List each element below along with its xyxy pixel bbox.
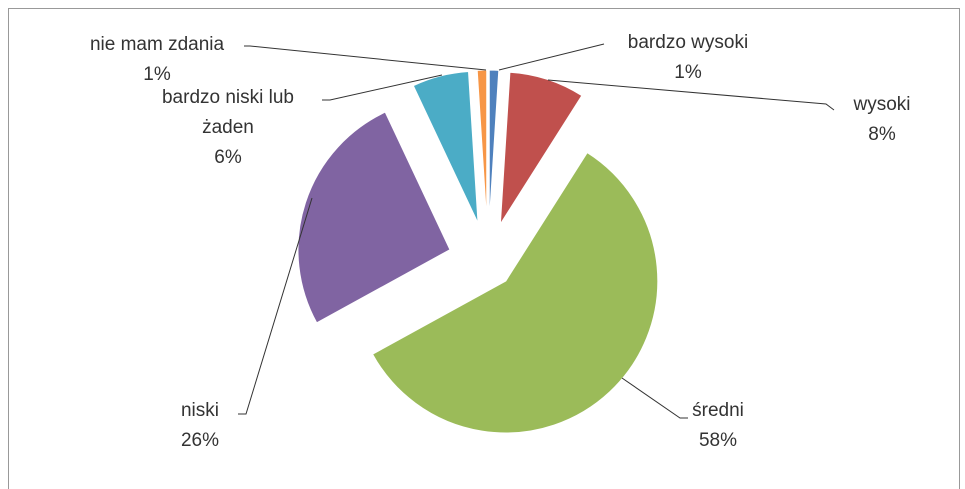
slice-label: wysoki 8% bbox=[822, 90, 942, 150]
pie-slice bbox=[412, 71, 479, 224]
pie-slice bbox=[488, 69, 500, 223]
slice-value: 1% bbox=[143, 64, 171, 85]
leader-line bbox=[238, 197, 313, 415]
slice-label: średni 58% bbox=[658, 396, 778, 456]
slice-label: nie mam zdania 1% bbox=[57, 30, 257, 90]
slice-value: 8% bbox=[868, 124, 896, 145]
slice-value: 26% bbox=[180, 430, 220, 451]
slice-name: bardzo niski lub żaden bbox=[161, 87, 295, 138]
slice-label: bardzo niski lub żaden 6% bbox=[138, 83, 318, 173]
leader-line bbox=[547, 79, 835, 111]
pie-slice bbox=[371, 151, 659, 434]
slice-label: bardzo wysoki 1% bbox=[588, 28, 788, 88]
slice-name: średni bbox=[692, 400, 744, 421]
chart-frame bbox=[8, 8, 960, 489]
slice-name: nie mam zdania bbox=[89, 34, 225, 55]
leader-line bbox=[498, 43, 605, 71]
slice-value: 58% bbox=[698, 430, 738, 451]
leader-line bbox=[322, 74, 443, 101]
leader-line bbox=[244, 45, 487, 71]
slice-name: niski bbox=[180, 400, 219, 421]
slice-name: wysoki bbox=[853, 94, 911, 115]
pie-slice bbox=[476, 69, 488, 223]
pie-slice bbox=[297, 111, 451, 324]
slice-value: 6% bbox=[214, 147, 242, 168]
slice-label: niski 26% bbox=[140, 396, 260, 456]
slice-name: bardzo wysoki bbox=[627, 32, 749, 53]
leader-line bbox=[621, 377, 688, 419]
pie-slice bbox=[499, 71, 583, 225]
slice-value: 1% bbox=[674, 62, 702, 83]
